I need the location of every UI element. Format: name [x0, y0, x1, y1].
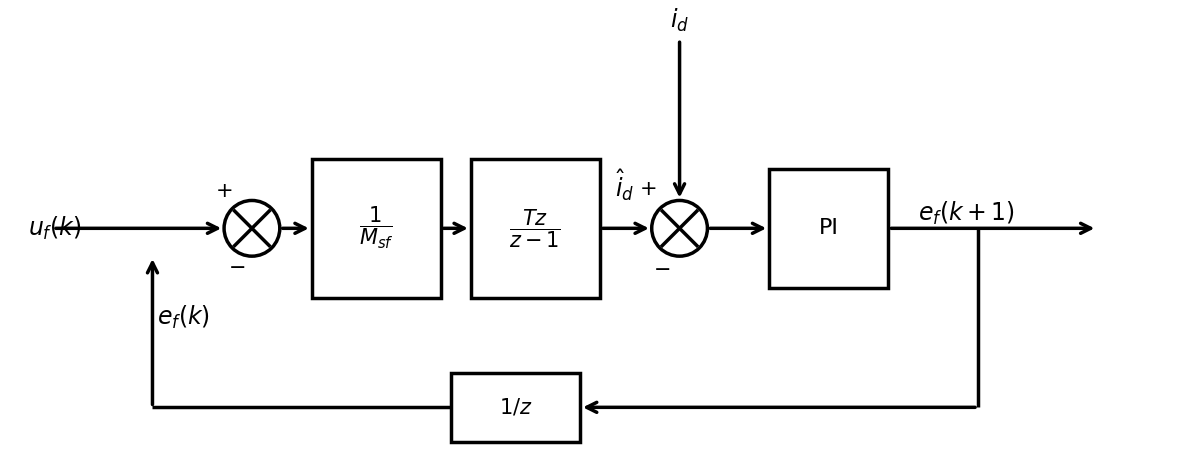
Text: $-$: $-$: [653, 258, 670, 278]
Circle shape: [652, 200, 707, 256]
Bar: [769, 169, 889, 288]
Bar: [470, 159, 600, 298]
Text: $i_d$: $i_d$: [670, 7, 689, 35]
Bar: [312, 159, 440, 298]
Bar: [451, 373, 580, 442]
Text: $+$: $+$: [639, 178, 657, 198]
Text: $1/z$: $1/z$: [499, 397, 532, 418]
Circle shape: [224, 200, 280, 256]
Text: $+$: $+$: [215, 181, 232, 200]
Text: PI: PI: [819, 218, 838, 238]
Text: $\dfrac{Tz}{z-1}$: $\dfrac{Tz}{z-1}$: [509, 207, 562, 249]
Text: $\hat{i}_d$: $\hat{i}_d$: [616, 168, 635, 204]
Text: $-$: $-$: [229, 256, 245, 276]
Text: $\dfrac{1}{M_{sf}}$: $\dfrac{1}{M_{sf}}$: [358, 205, 393, 251]
Text: $u_f(k)$: $u_f(k)$: [28, 215, 82, 242]
Text: $e_f(k)$: $e_f(k)$: [158, 304, 211, 332]
Text: $e_f(k+1)$: $e_f(k+1)$: [918, 200, 1015, 227]
